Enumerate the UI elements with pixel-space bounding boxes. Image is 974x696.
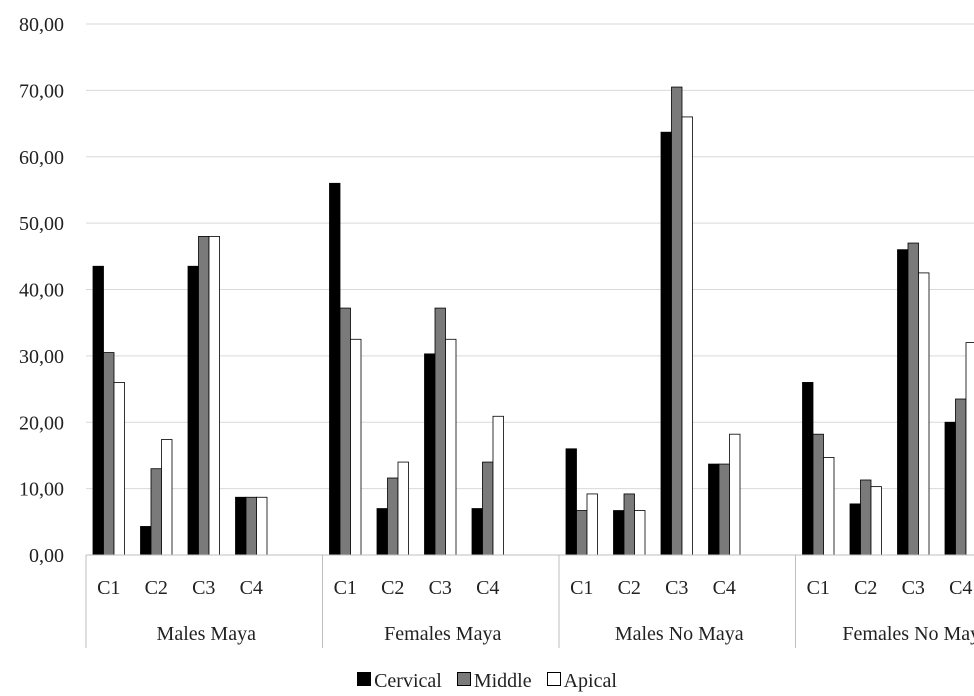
middle-bar bbox=[718, 463, 730, 556]
y-tick-label: 30,00 bbox=[19, 346, 64, 368]
x-category-label: C1 bbox=[97, 577, 120, 599]
apical-bar bbox=[918, 272, 930, 556]
middle-bar bbox=[245, 496, 257, 556]
middle-bar bbox=[623, 493, 635, 556]
cervical-bar bbox=[897, 249, 909, 556]
middle-bar bbox=[955, 398, 967, 556]
y-tick-label: 10,00 bbox=[19, 479, 64, 501]
y-axis: 0,00 10,00 20,00 30,00 40,00 50,00 60,00 70,00 8… bbox=[19, 14, 64, 567]
cervical-bar bbox=[471, 508, 483, 556]
cervical-bar bbox=[849, 503, 861, 556]
middle-bar bbox=[576, 510, 588, 556]
y-tick-label: 60,00 bbox=[19, 147, 64, 169]
y-tick-label: 80,00 bbox=[19, 14, 64, 36]
legend-label-apical: Apical bbox=[563, 670, 617, 692]
x-group-label: Males No Maya bbox=[615, 623, 744, 645]
x-group-label: Females No Maya bbox=[842, 623, 974, 645]
gridlines bbox=[86, 23, 974, 490]
y-tick-label: 0,00 bbox=[29, 545, 64, 567]
legend-label-cervical: Cervical bbox=[374, 670, 442, 692]
apical-bar bbox=[208, 235, 220, 556]
middle-bar bbox=[150, 468, 162, 556]
legend: Cervical Middle Apical bbox=[0, 670, 974, 693]
x-category-label: C2 bbox=[854, 577, 877, 599]
cervical-bar bbox=[708, 463, 720, 556]
y-tick-label: 70,00 bbox=[19, 80, 64, 102]
x-category-label: C2 bbox=[381, 577, 404, 599]
middle-bar bbox=[434, 307, 446, 556]
cervical-bar bbox=[565, 448, 577, 556]
apical-bar bbox=[823, 457, 835, 556]
y-tick-label: 20,00 bbox=[19, 412, 64, 434]
apical-bar bbox=[161, 439, 173, 556]
apical-bar bbox=[350, 338, 362, 556]
y-tick-label: 50,00 bbox=[19, 213, 64, 235]
middle-bar bbox=[671, 86, 683, 556]
cervical-bar bbox=[613, 510, 625, 556]
x-category-label: C1 bbox=[807, 577, 830, 599]
middle-bar bbox=[103, 352, 115, 556]
cervical-bar bbox=[329, 182, 341, 556]
middle-bar bbox=[860, 479, 872, 556]
middle-bar bbox=[482, 461, 494, 556]
middle-bar bbox=[812, 433, 824, 556]
apical-bar bbox=[586, 493, 598, 556]
cervical-bar bbox=[376, 508, 388, 556]
middle-swatch bbox=[456, 672, 471, 686]
apical-bar bbox=[681, 116, 693, 556]
y-tick-label: 40,00 bbox=[19, 280, 64, 302]
apical-bar bbox=[445, 338, 457, 556]
cervical-swatch bbox=[357, 672, 372, 686]
x-category-label: C2 bbox=[145, 577, 168, 599]
x-category-label: C4 bbox=[240, 577, 263, 599]
cervical-bar bbox=[92, 265, 104, 556]
cervical-bar bbox=[802, 382, 814, 556]
apical-bar bbox=[397, 461, 409, 556]
apical-bar bbox=[113, 382, 125, 556]
middle-bar bbox=[907, 242, 919, 556]
cervical-bar bbox=[424, 353, 436, 556]
legend-label-middle: Middle bbox=[473, 670, 532, 692]
x-category-label: C1 bbox=[334, 577, 357, 599]
cervical-bar bbox=[660, 131, 672, 556]
middle-bar bbox=[198, 235, 210, 556]
apical-bar bbox=[492, 415, 504, 556]
x-category-label: C2 bbox=[618, 577, 641, 599]
cervical-bar bbox=[944, 421, 956, 556]
x-axis: C1 C2 C3 C4 Males Maya C1 C2 C3 C4 Females Maya C1… bbox=[85, 554, 974, 648]
apical-bar bbox=[965, 342, 974, 556]
apical-bar bbox=[634, 510, 646, 556]
cervical-bar bbox=[235, 496, 247, 556]
apical-bar bbox=[256, 496, 268, 556]
middle-bar bbox=[387, 477, 399, 556]
cervical-bar bbox=[187, 265, 199, 556]
apical-swatch bbox=[546, 672, 561, 686]
apical-bar bbox=[729, 433, 741, 556]
apical-bar bbox=[870, 486, 882, 556]
x-category-label: C1 bbox=[570, 577, 593, 599]
x-category-label: C3 bbox=[902, 577, 925, 599]
x-category-label: C4 bbox=[476, 577, 499, 599]
x-category-label: C4 bbox=[713, 577, 736, 599]
x-group-label: Females Maya bbox=[384, 623, 501, 645]
legend-item-apical: Apical bbox=[546, 670, 617, 693]
legend-item-middle: Middle bbox=[456, 670, 532, 693]
x-category-label: C3 bbox=[429, 577, 452, 599]
x-group-label: Males Maya bbox=[157, 623, 257, 645]
cervical-bar bbox=[140, 526, 152, 556]
middle-bar bbox=[339, 307, 351, 556]
x-category-label: C4 bbox=[949, 577, 972, 599]
legend-item-cervical: Cervical bbox=[357, 670, 442, 693]
x-category-label: C3 bbox=[192, 577, 215, 599]
x-category-label: C3 bbox=[665, 577, 688, 599]
